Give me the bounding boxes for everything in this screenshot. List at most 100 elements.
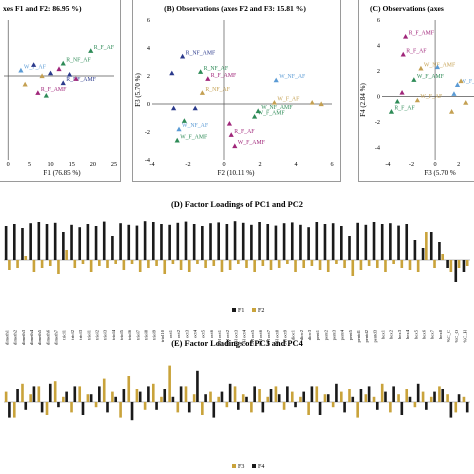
bar-f2 [441, 254, 445, 260]
bar-f3 [413, 402, 417, 408]
bar-f2 [57, 260, 60, 274]
point-label: R_F_AMF [41, 87, 67, 93]
legend-label: F3 [238, 464, 244, 470]
bar-f3 [282, 402, 286, 410]
scatter-point [418, 65, 424, 71]
scatter-point [180, 53, 186, 59]
bar-f1 [37, 222, 41, 260]
bar-f1 [12, 224, 16, 260]
bar-f1 [421, 248, 425, 260]
bar-f1 [217, 222, 220, 260]
scatter-point [73, 76, 79, 81]
bar-f4 [179, 386, 183, 402]
category-label: tricl1 [62, 329, 67, 339]
category-label: triol10 [160, 329, 165, 342]
bar-f3 [176, 402, 180, 413]
category-label: dimeth3 [21, 329, 26, 345]
bar-f2 [245, 260, 248, 268]
bar-f4 [106, 402, 109, 413]
scatter-point [458, 78, 464, 84]
bar-f4 [359, 389, 363, 402]
bar-f2 [228, 260, 232, 270]
x-tick-label: 2 [258, 161, 261, 168]
category-label: pent2 [323, 329, 328, 340]
bar-f4 [286, 386, 289, 402]
category-label: oct5 [201, 329, 206, 338]
panel-b-ylabel: F3 (5.70 %) [134, 73, 142, 107]
bar-f4 [335, 383, 338, 402]
bar-f4 [114, 396, 117, 402]
scatter-point [56, 66, 62, 72]
category-label: oct3 [184, 329, 189, 338]
bar-f3 [225, 402, 229, 408]
bar-f4 [171, 396, 175, 402]
bar-f2 [114, 260, 117, 264]
bar-f1 [102, 221, 106, 260]
bar-f4 [212, 402, 216, 418]
bar-f2 [155, 260, 158, 266]
bar-f2 [237, 260, 240, 264]
scatter-point [60, 80, 66, 86]
category-label: dimeth7 [54, 329, 59, 345]
scatter-point [232, 143, 238, 149]
bar-f2 [277, 260, 281, 268]
bar-f2 [457, 260, 461, 268]
bar-f3 [348, 389, 351, 402]
bar-f3 [315, 386, 319, 402]
bar-f4 [441, 389, 445, 402]
bar-f3 [29, 394, 32, 402]
bar-f3 [380, 383, 384, 402]
bar-f1 [454, 260, 458, 282]
bar-f2 [89, 260, 93, 272]
category-label: triol9 [152, 329, 157, 340]
bar-f1 [323, 224, 327, 260]
bar-f4 [326, 394, 330, 402]
scatter-point [88, 48, 94, 53]
bar-f2 [179, 260, 183, 270]
category-label: pent3 [332, 329, 337, 340]
scatter-point [255, 108, 261, 114]
x-tick-label: 15 [69, 161, 75, 168]
bar-f1 [94, 226, 98, 260]
bar-f3 [266, 396, 270, 402]
bar-f4 [8, 402, 11, 418]
bar-f2 [81, 260, 85, 264]
bar-f4 [449, 402, 453, 418]
bar-f2 [48, 260, 52, 266]
bar-f4 [245, 396, 248, 402]
legend-label: F2 [258, 308, 264, 314]
bar-f4 [277, 394, 281, 402]
bar-f3 [364, 394, 368, 402]
scatter-point [228, 132, 234, 137]
point-label: R_F_AMF [211, 73, 237, 79]
category-label: pent1 [315, 329, 320, 340]
bar-f1 [356, 222, 359, 260]
category-label: triol7 [135, 329, 140, 340]
point-label: W_F_AMF [180, 134, 208, 140]
panel-b [132, 0, 341, 182]
category-label: dioc2 [299, 329, 304, 340]
bar-f2 [359, 260, 363, 270]
legend-swatch [232, 464, 236, 468]
point-label: W_F_AMF [417, 74, 445, 80]
category-label: triol1 [86, 329, 91, 340]
y-tick-label: 4 [377, 42, 380, 49]
bar-f4 [408, 396, 412, 402]
x-tick-label: 0 [434, 161, 437, 168]
bar-f1 [29, 223, 32, 260]
bar-f3 [356, 402, 359, 418]
bar-f1 [209, 223, 212, 260]
category-label: pent5 [348, 329, 353, 340]
scatter-point [434, 64, 441, 70]
bar-f3 [454, 402, 458, 413]
bar-f2 [465, 260, 469, 266]
bar-f4 [32, 386, 36, 402]
bar-f2 [32, 260, 36, 272]
point-label: W_F_AF [24, 64, 47, 70]
bar-f3 [438, 386, 441, 402]
y-tick-label: -2 [145, 129, 150, 136]
panel-b-xlabel: F2 (10.11 %) [218, 169, 256, 177]
category-label: hex8 [438, 329, 443, 339]
panel-a [0, 0, 121, 182]
bar-f4 [351, 396, 355, 402]
